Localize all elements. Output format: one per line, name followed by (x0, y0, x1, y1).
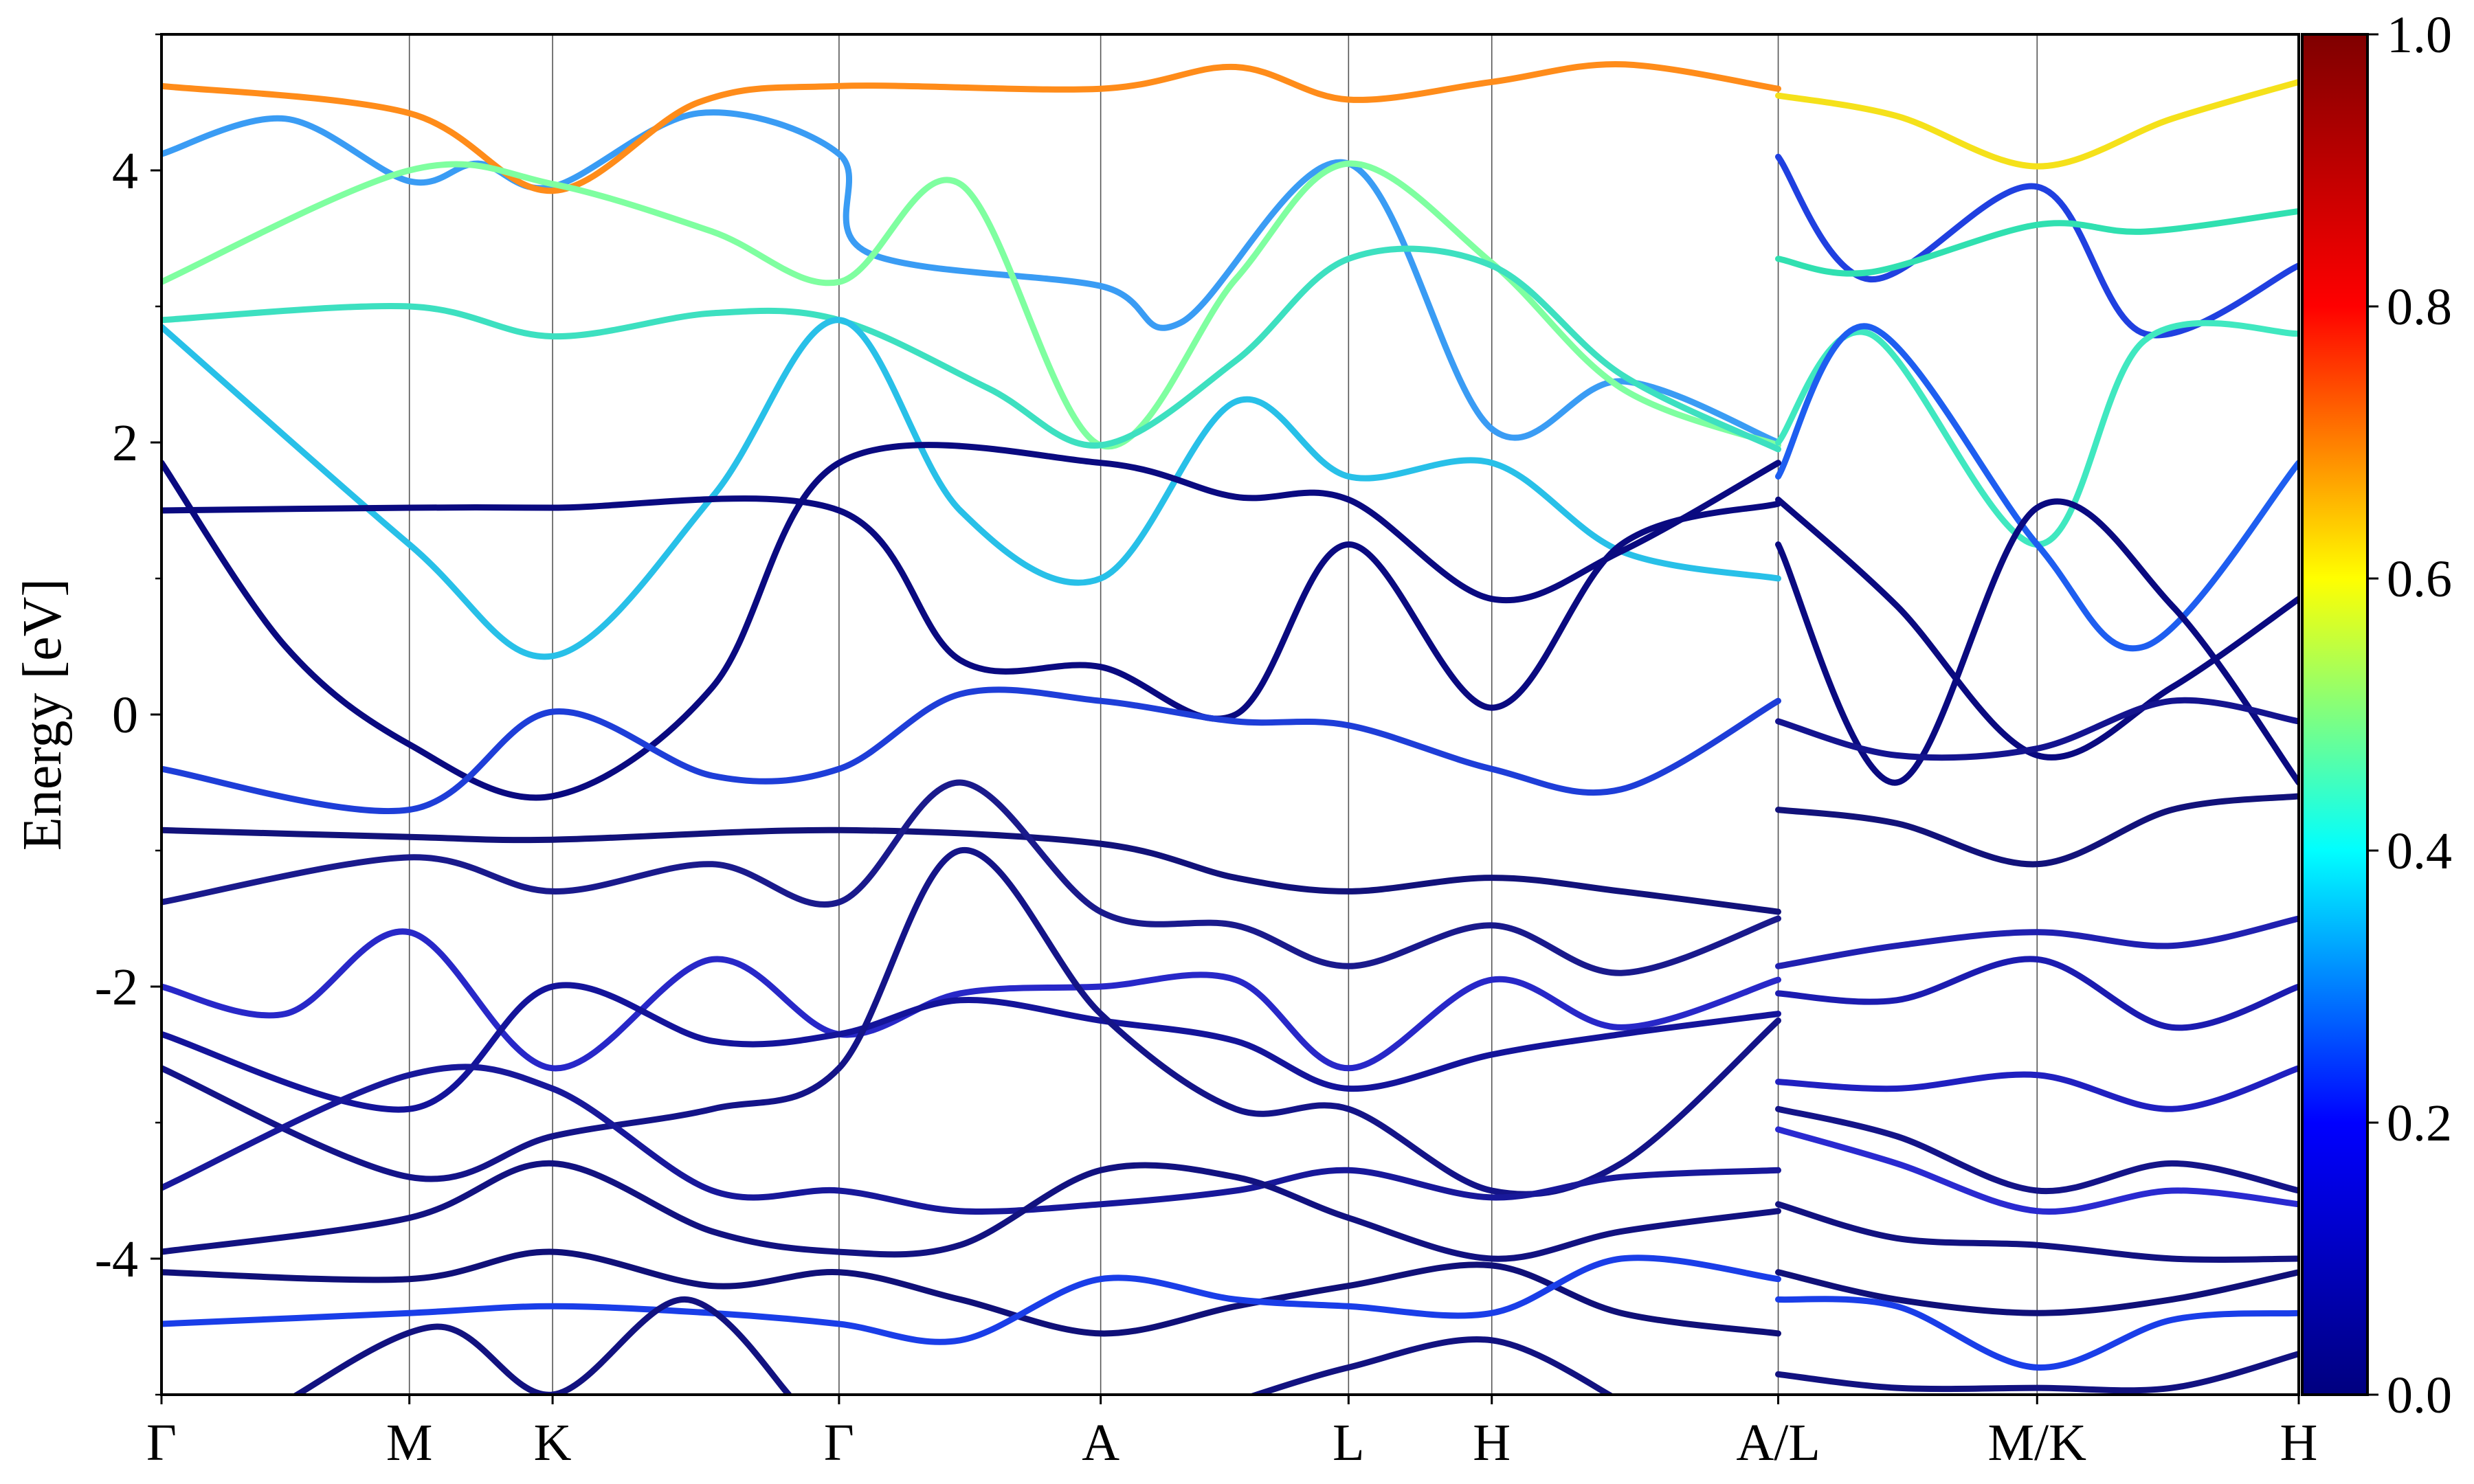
x-tick-label: M (386, 1414, 433, 1472)
band-line-20 (161, 928, 1781, 1072)
x-tick-label: L (1333, 1414, 1364, 1472)
x-tick-label: A (1082, 1414, 1119, 1472)
colorbar-tick-label: 0.0 (2387, 1367, 2452, 1424)
band-line-11 (1775, 496, 2299, 761)
band-line-8 (161, 317, 1781, 660)
x-tick-label: H (1473, 1414, 1511, 1472)
band-line-3 (1775, 78, 2299, 170)
band-line-35 (1247, 1336, 1616, 1395)
band-line-23 (1775, 1065, 2299, 1112)
x-tick-label: A/L (1736, 1414, 1820, 1472)
band-line-19 (1775, 915, 2299, 969)
y-tick-label: 2 (112, 414, 138, 472)
band-line-29 (1775, 1201, 2299, 1263)
x-tick-label: Γ (146, 1414, 177, 1472)
y-tick-label: 0 (112, 686, 138, 744)
y-tick-label: -2 (95, 958, 138, 1016)
colorbar-tick-label: 0.6 (2387, 550, 2452, 608)
x-tick-label: K (534, 1414, 572, 1472)
band-line-22 (161, 982, 1781, 1113)
x-tick-label: Γ (824, 1414, 854, 1472)
band-line-21 (1775, 956, 2299, 1031)
band-line-0 (161, 109, 1781, 446)
band-line-12 (161, 495, 1781, 722)
colorbar-tick-label: 0.2 (2387, 1094, 2452, 1152)
band-line-7 (1775, 319, 2299, 548)
y-axis-ticks: 4 2 0 -2 -4 (95, 33, 161, 1396)
band-line-27 (1775, 1126, 2299, 1215)
band-line-2 (161, 61, 1781, 194)
band-line-31 (1775, 1269, 2299, 1316)
colorbar (2301, 33, 2369, 1396)
band-line-24 (161, 847, 1781, 1198)
band-line-9 (1775, 323, 2299, 652)
y-tick-label: 4 (112, 142, 138, 200)
band-lines (161, 61, 2299, 1395)
colorbar-tick-label: 0.4 (2387, 822, 2452, 880)
y-axis-label: Energy [eV] (12, 578, 73, 851)
band-line-13 (1775, 498, 2299, 786)
band-line-18 (161, 779, 1781, 976)
colorbar-tick-label: 1.0 (2387, 6, 2452, 64)
colorbar-ticks: 1.0 0.8 0.6 0.4 0.2 0.0 (2367, 6, 2452, 1424)
band-line-32 (161, 1255, 1781, 1345)
band-line-10 (161, 442, 1781, 801)
band-line-6 (161, 245, 1781, 453)
band-line-30 (161, 1248, 1781, 1337)
band-line-17 (1775, 793, 2299, 868)
band-line-28 (161, 1160, 1781, 1262)
band-line-26 (161, 1064, 1781, 1215)
x-tick-label: M/K (1987, 1414, 2086, 1472)
band-line-16 (161, 827, 1781, 915)
band-line-15 (1775, 697, 2299, 761)
band-line-5 (1775, 207, 2299, 277)
x-tick-label: H (2280, 1414, 2318, 1472)
band-line-36 (1775, 1351, 2299, 1394)
band-line-1 (1775, 153, 2299, 339)
band-line-33 (1775, 1296, 2299, 1371)
band-line-14 (161, 686, 1781, 815)
colorbar-tick-label: 0.8 (2387, 278, 2452, 336)
band-line-25 (1775, 1105, 2299, 1195)
x-axis-ticks: Γ M K Γ A L H A/L M/K H (146, 1395, 2317, 1472)
y-tick-label: -4 (95, 1230, 138, 1288)
